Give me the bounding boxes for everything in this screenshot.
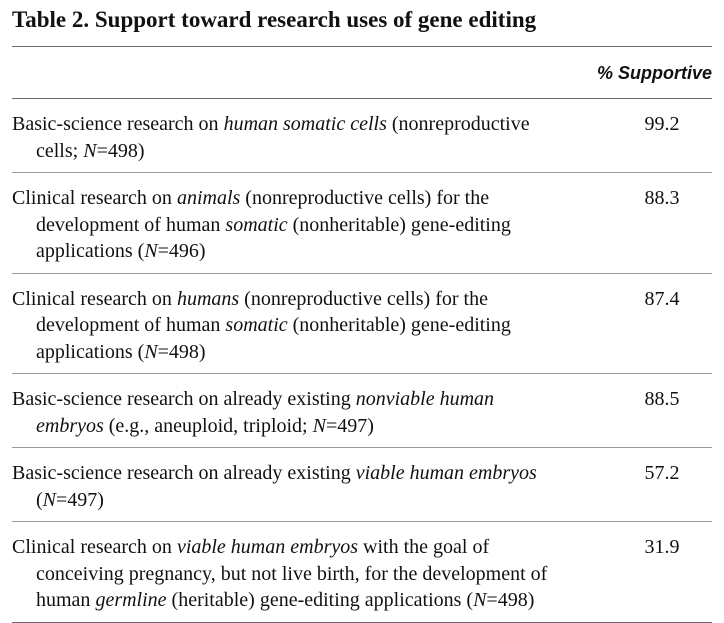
text-segment: =497) (56, 488, 104, 511)
row-label: Clinical research on viable human embryo… (12, 534, 556, 614)
table-row: Clinical research on viable human embryo… (12, 521, 712, 622)
text-segment: (nonheritable) gene-editing applications… (36, 314, 511, 363)
text-segment: =498) (96, 139, 145, 162)
row-value: 57.2 (644, 462, 680, 484)
support-table: Table 2. Support toward research uses of… (12, 0, 712, 623)
table-row: Clinical research on animals (nonreprodu… (12, 172, 712, 273)
text-segment: (nonreproductive cells; (36, 113, 530, 162)
italic-text-segment: N (312, 414, 326, 437)
italic-text-segment: N (144, 240, 158, 262)
row-value: 88.5 (644, 388, 680, 410)
italic-text-segment: viable human embryos (176, 536, 359, 558)
text-segment: (e.g., aneuploid, triploid; (103, 414, 313, 437)
table-top-rule (12, 46, 712, 47)
table-header-rule (12, 98, 712, 99)
italic-text-segment: N (144, 340, 158, 363)
text-segment: =498) (486, 589, 535, 611)
text-segment: =498) (157, 340, 206, 363)
text-segment: Basic-science research on already existi… (12, 388, 356, 410)
italic-text-segment: N (473, 589, 487, 611)
italic-text-segment: N (83, 139, 97, 162)
text-segment: (heritable) gene-editing applications ( (166, 589, 474, 611)
table-row: Basic-science research on human somatic … (12, 99, 712, 172)
italic-text-segment: somatic (225, 314, 288, 336)
italic-text-segment: germline (95, 589, 167, 611)
text-segment: Basic-science research on already existi… (12, 462, 356, 484)
table-row: Clinical research on humans (nonreproduc… (12, 272, 712, 374)
row-label: Clinical research on humans (nonreproduc… (12, 286, 556, 366)
text-segment: with the goal of conceiving pregnancy, b… (36, 536, 548, 611)
italic-text-segment: animals (176, 187, 241, 209)
table-row: Basic-science research on already existi… (12, 447, 712, 521)
text-segment: Clinical research on (12, 287, 177, 310)
text-segment: (nonheritable) gene-editing applications… (36, 213, 511, 263)
text-segment: (nonreproductive cells) for the developm… (36, 287, 488, 337)
text-segment: =496) (157, 240, 206, 262)
table-header-row: % Supportive (12, 47, 712, 98)
row-value: 99.2 (644, 113, 680, 135)
text-segment: Clinical research on (12, 187, 177, 209)
italic-text-segment: nonviable human embryos (36, 388, 495, 437)
row-value: 31.9 (644, 536, 680, 558)
column-header-percent-supportive: % Supportive (596, 63, 712, 83)
text-segment: ( (36, 488, 43, 511)
table-row: Basic-science research on already existi… (12, 373, 712, 447)
table-caption: Table 2. Support toward research uses of… (12, 7, 537, 32)
row-value: 88.3 (644, 187, 680, 209)
text-segment: (nonreproductive cells) for the developm… (36, 187, 490, 236)
italic-text-segment: N (42, 488, 57, 511)
text-segment: Basic-science research on (12, 113, 224, 135)
row-label: Basic-science research on human somatic … (12, 111, 556, 164)
italic-text-segment: viable human embryos (355, 462, 537, 484)
row-label: Clinical research on animals (nonreprodu… (12, 185, 556, 265)
row-label: Basic-science research on already existi… (12, 460, 556, 513)
italic-text-segment: somatic (225, 213, 288, 236)
text-segment: Clinical research on (12, 536, 177, 558)
italic-text-segment: humans (176, 287, 240, 310)
row-value: 87.4 (644, 287, 680, 310)
text-segment: =497) (325, 414, 374, 437)
table-bottom-rule (12, 621, 712, 623)
row-label: Basic-science research on already existi… (12, 386, 556, 439)
italic-text-segment: human somatic cells (223, 113, 387, 135)
